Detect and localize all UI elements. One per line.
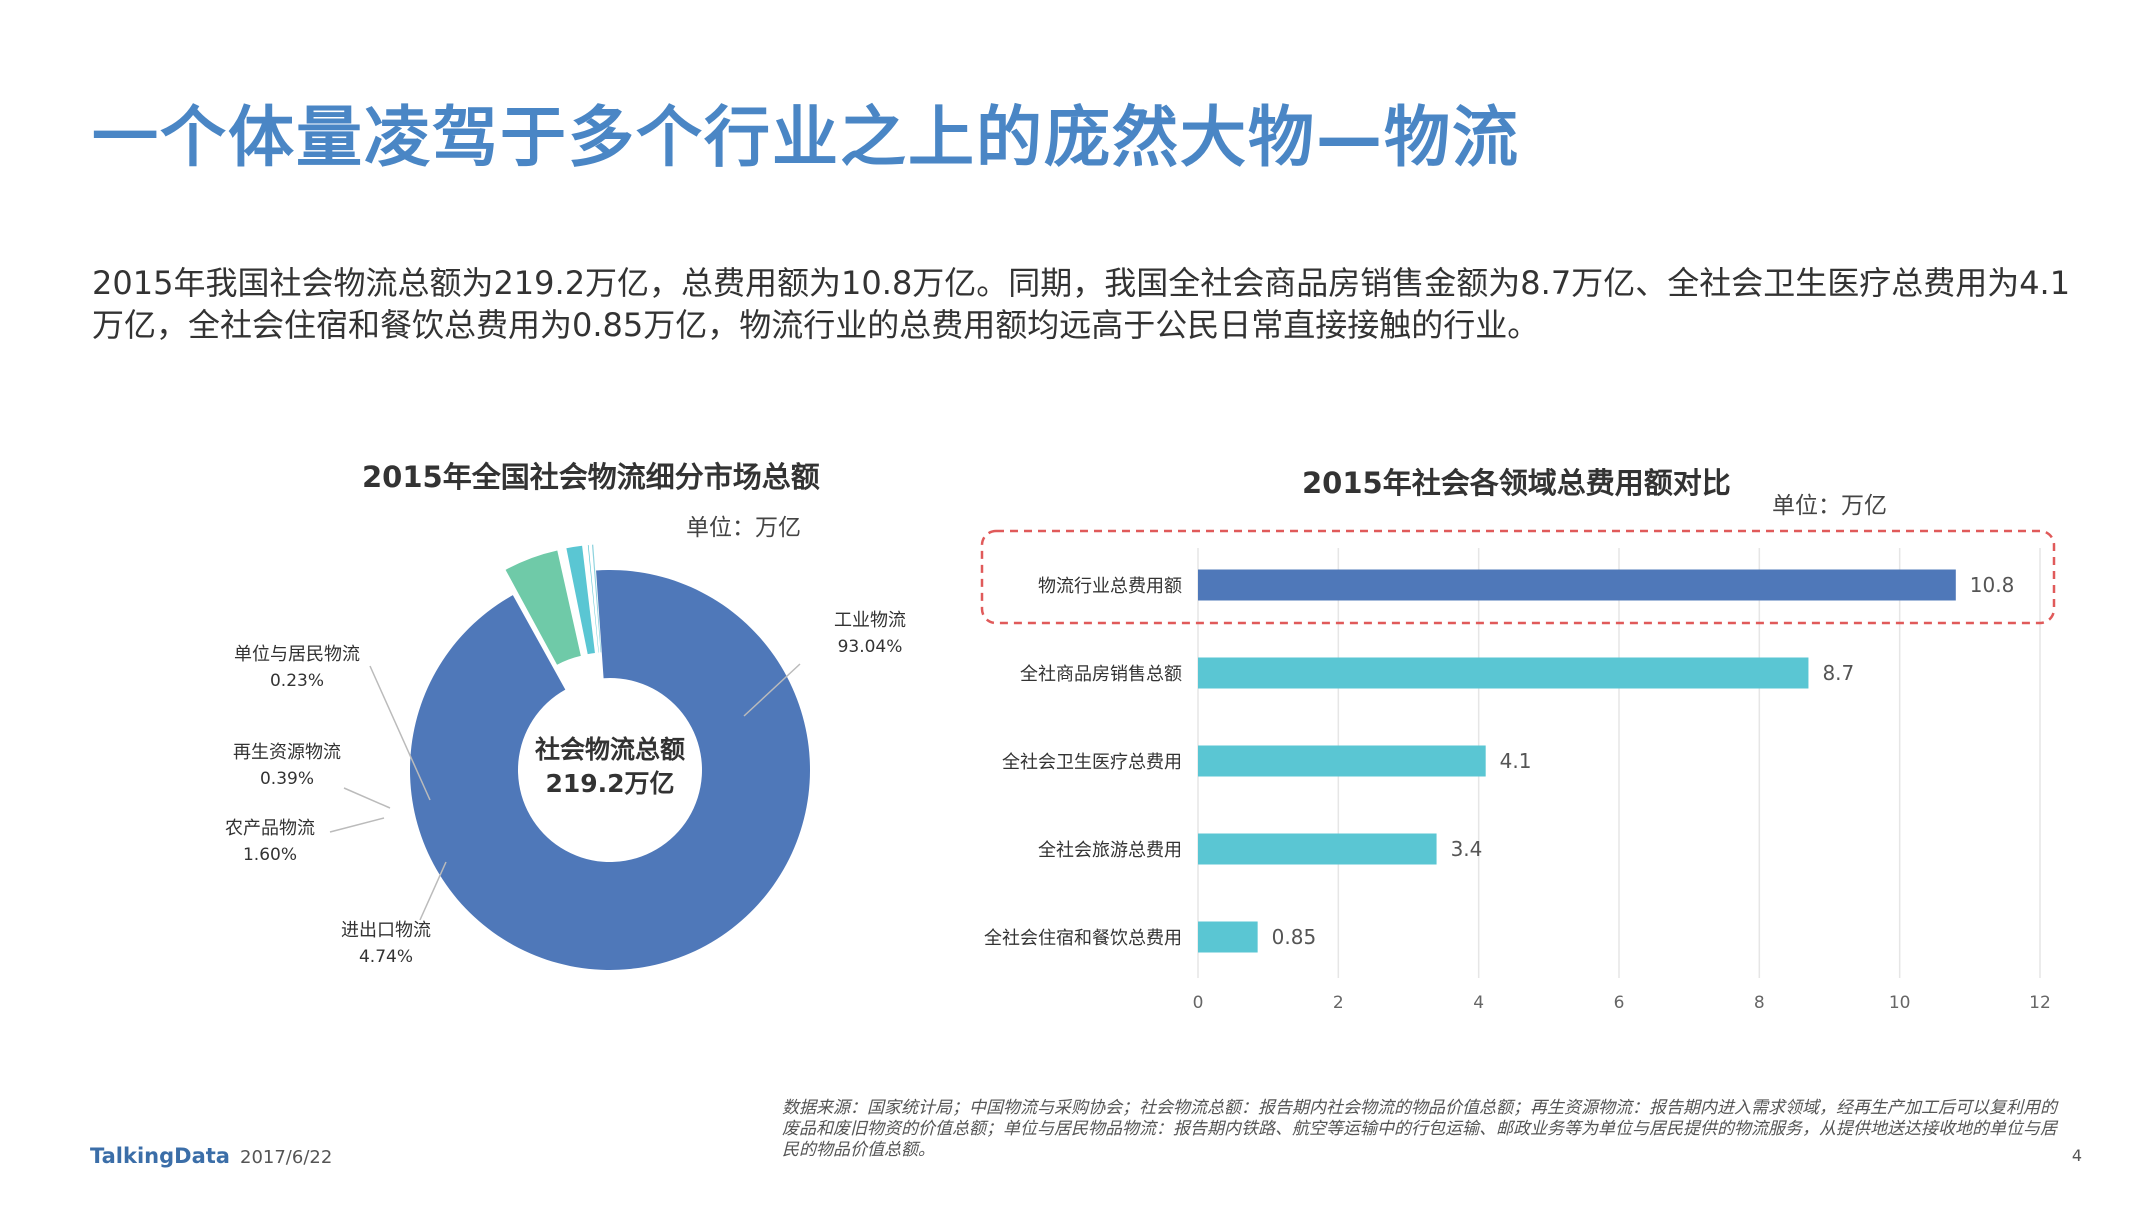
bar-3 [1198, 833, 1437, 865]
donut-slice-0 [409, 569, 810, 970]
donut-center-label: 社会物流总额 [535, 735, 685, 764]
donut-value-1: 4.74% [359, 947, 413, 967]
bar-4 [1198, 921, 1258, 953]
footer-date: 2017/6/22 [240, 1147, 333, 1168]
bar-chart-unit: 单位：万亿 [1772, 493, 1887, 519]
donut-center-value: 219.2万亿 [545, 769, 674, 798]
highlight-box [980, 529, 2056, 625]
donut-label-4: 单位与居民物流 [234, 644, 360, 665]
bar-chart-title: 2015年社会各领域总费用额对比 [1302, 466, 1731, 500]
bar-value-label-3: 3.4 [1451, 837, 1483, 861]
intro-paragraph: 2015年我国社会物流总额为219.2万亿，总费用额为10.8万亿。同期，我国全… [92, 264, 2071, 344]
donut-value-3: 0.39% [260, 769, 314, 789]
donut-leader-line-3 [343, 787, 391, 809]
donut-chart-title: 2015年全国社会物流细分市场总额 [362, 460, 820, 494]
donut-label-2: 农产品物流 [225, 818, 315, 839]
bar-xtick-label-5: 10 [1889, 993, 1911, 1013]
bar-category-label-0: 物流行业总费用额 [1038, 576, 1182, 597]
bar-xtick-label-1: 2 [1333, 993, 1344, 1013]
bar-category-label-4: 全社会住宿和餐饮总费用 [984, 928, 1182, 949]
donut-slice-1 [505, 550, 581, 665]
bar-xtick-label-3: 6 [1614, 993, 1625, 1013]
bar-category-label-1: 全社商品房销售总额 [1020, 664, 1182, 685]
donut-label-3: 再生资源物流 [233, 742, 341, 763]
page-title: 一个体量凌驾于多个行业之上的庞然大物—物流 [92, 99, 1520, 176]
donut-chart-unit: 单位：万亿 [686, 515, 801, 541]
bar-0 [1198, 569, 1956, 601]
talkingdata-logo: TalkingData [90, 1144, 230, 1168]
donut-slice-3 [587, 545, 599, 653]
bar-xtick-label-6: 12 [2029, 993, 2051, 1013]
bar-category-label-2: 全社会卫生医疗总费用 [1002, 752, 1182, 773]
bar-value-label-0: 10.8 [1970, 573, 2015, 597]
donut-label-1: 进出口物流 [341, 920, 431, 941]
donut-value-0: 93.04% [838, 637, 903, 657]
bar-category-label-3: 全社会旅游总费用 [1038, 840, 1182, 861]
donut-slice-2 [566, 545, 595, 655]
bar-value-label-4: 0.85 [1272, 925, 1317, 949]
bar-xtick-label-0: 0 [1193, 993, 1204, 1013]
bar-value-label-1: 8.7 [1822, 661, 1854, 685]
donut-leader-line-0 [743, 663, 801, 717]
bar-2 [1198, 745, 1486, 777]
donut-value-2: 1.60% [243, 845, 297, 865]
bar-1 [1198, 657, 1809, 689]
donut-leader-line-1 [419, 861, 447, 921]
bar-value-label-2: 4.1 [1500, 749, 1532, 773]
donut-leader-line-2 [329, 817, 385, 833]
donut-leader-line-4 [369, 665, 431, 801]
bar-xtick-label-4: 8 [1754, 993, 1765, 1013]
page-number: 4 [2071, 1146, 2082, 1165]
bar-xtick-label-2: 4 [1473, 993, 1484, 1013]
data-source-note: 数据来源：国家统计局；中国物流与采购协会；社会物流总额：报告期内社会物流的物品价… [782, 1098, 2057, 1160]
donut-slice-4 [591, 544, 602, 653]
donut-value-4: 0.23% [270, 671, 324, 691]
donut-label-0: 工业物流 [834, 610, 906, 631]
